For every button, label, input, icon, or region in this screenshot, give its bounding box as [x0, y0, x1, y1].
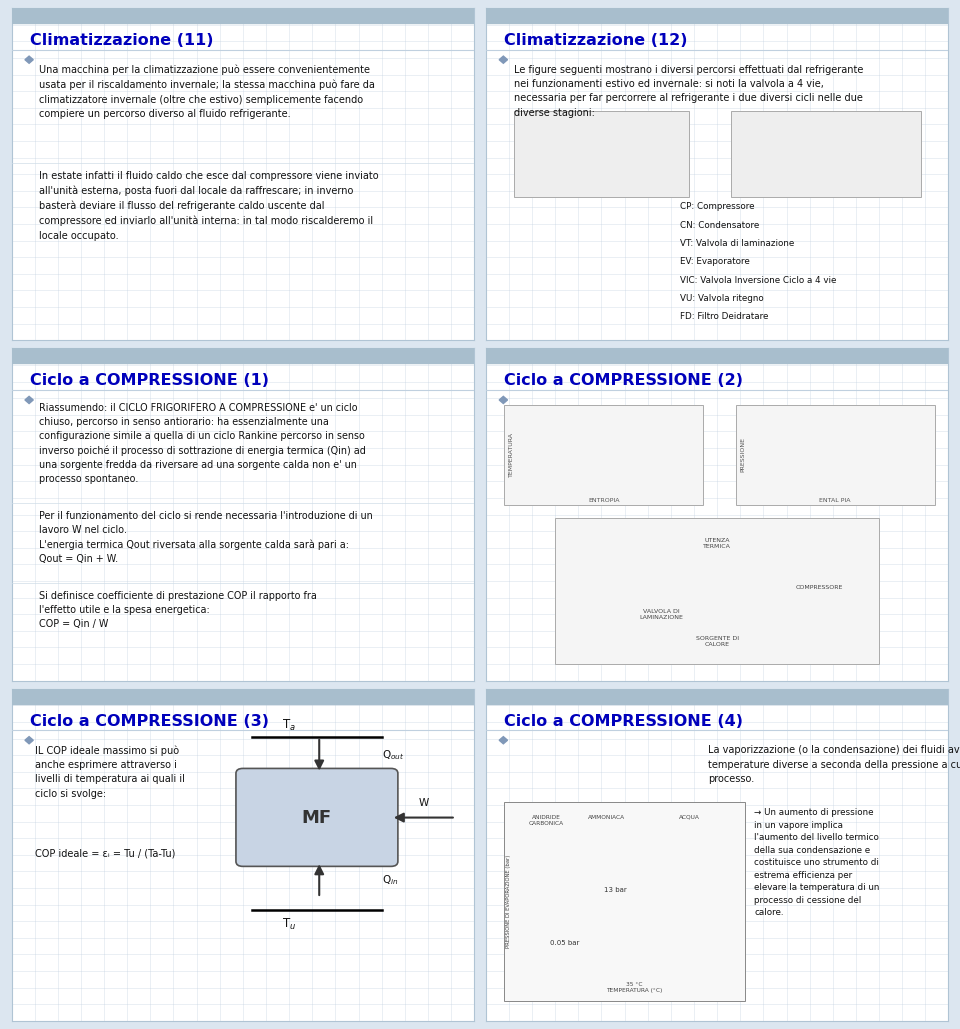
Text: AMMONIACA: AMMONIACA [588, 815, 625, 820]
Bar [731, 111, 921, 198]
Text: VU: Valvola ritegno: VU: Valvola ritegno [680, 293, 764, 303]
Text: CN: Condensatore: CN: Condensatore [680, 221, 759, 229]
Text: Si definisce coefficiente di prestazione COP il rapporto fra
l'effetto utile e l: Si definisce coefficiente di prestazione… [39, 591, 317, 629]
Text: MF: MF [301, 809, 332, 826]
Text: W: W [419, 799, 428, 809]
Text: La vaporizzazione (o la condensazione) dei fluidi avviene a
temperature diverse : La vaporizzazione (o la condensazione) d… [708, 745, 960, 784]
Text: → Un aumento di pressione
in un vapore implica
l'aumento del livello termico
del: → Un aumento di pressione in un vapore i… [755, 808, 879, 917]
Text: Climatizzazione (11): Climatizzazione (11) [30, 33, 213, 48]
Text: PRESSIONE: PRESSIONE [740, 437, 745, 472]
Bar [12, 8, 474, 24]
Polygon shape [499, 57, 508, 63]
Polygon shape [499, 396, 508, 403]
Polygon shape [499, 737, 508, 744]
Text: UTENZA
TERMICA: UTENZA TERMICA [703, 538, 732, 548]
Text: VT: Valvola di laminazione: VT: Valvola di laminazione [680, 239, 794, 248]
Text: Ciclo a COMPRESSIONE (1): Ciclo a COMPRESSIONE (1) [30, 374, 269, 388]
Bar [504, 405, 704, 504]
Polygon shape [25, 396, 34, 403]
Text: ACQUA: ACQUA [679, 815, 700, 820]
Text: VIC: Valvola Inversione Ciclo a 4 vie: VIC: Valvola Inversione Ciclo a 4 vie [680, 276, 836, 284]
Text: ANIDRIDE
CARBONICA: ANIDRIDE CARBONICA [528, 815, 564, 825]
Text: ENTROPIA: ENTROPIA [588, 498, 619, 503]
Text: 13 bar: 13 bar [604, 887, 627, 892]
Text: 35 °C
TEMPERATURA (°C): 35 °C TEMPERATURA (°C) [606, 982, 662, 993]
Bar [514, 111, 689, 198]
Text: Per il funzionamento del ciclo si rende necessaria l'introduzione di un
lavoro W: Per il funzionamento del ciclo si rende … [39, 511, 373, 564]
Text: Climatizzazione (12): Climatizzazione (12) [504, 33, 687, 48]
FancyBboxPatch shape [236, 769, 397, 866]
Text: Q$_{out}$: Q$_{out}$ [382, 748, 404, 762]
Bar [12, 688, 474, 704]
Text: COP ideale = εᵢ = Tu / (Ta-Tu): COP ideale = εᵢ = Tu / (Ta-Tu) [35, 848, 175, 858]
Bar [504, 802, 745, 1001]
Polygon shape [25, 737, 34, 744]
Polygon shape [25, 57, 34, 63]
Text: Q$_{in}$: Q$_{in}$ [382, 873, 398, 887]
Bar [486, 349, 948, 363]
Text: T$_a$: T$_a$ [282, 717, 296, 733]
Text: IL COP ideale massimo si può
anche esprimere attraverso i
livelli di temperatura: IL COP ideale massimo si può anche espri… [35, 745, 184, 799]
Text: SORGENTE DI
CALORE: SORGENTE DI CALORE [696, 636, 738, 647]
Text: Le figure seguenti mostrano i diversi percorsi effettuati dal refrigerante
nei f: Le figure seguenti mostrano i diversi pe… [514, 65, 863, 118]
Bar [486, 8, 948, 24]
Text: CP: Compressore: CP: Compressore [680, 203, 755, 212]
Text: EV: Evaporatore: EV: Evaporatore [680, 257, 750, 267]
Text: Ciclo a COMPRESSIONE (2): Ciclo a COMPRESSIONE (2) [504, 374, 743, 388]
Text: PRESSIONE DI EVAPORAZIONE (bar): PRESSIONE DI EVAPORAZIONE (bar) [506, 854, 512, 948]
Text: VALVOLA DI
LAMINAZIONE: VALVOLA DI LAMINAZIONE [639, 608, 684, 619]
Text: Riassumendo: il CICLO FRIGORIFERO A COMPRESSIONE e' un ciclo
chiuso, percorso in: Riassumendo: il CICLO FRIGORIFERO A COMP… [39, 403, 366, 484]
Bar [735, 405, 935, 504]
Text: Ciclo a COMPRESSIONE (4): Ciclo a COMPRESSIONE (4) [504, 714, 743, 729]
Text: TEMPERATURA: TEMPERATURA [509, 432, 514, 477]
Text: FD: Filtro Deidratare: FD: Filtro Deidratare [680, 312, 768, 321]
Bar [486, 688, 948, 704]
Bar [555, 518, 879, 664]
Text: Una macchina per la climatizzazione può essere convenientemente
usata per il ris: Una macchina per la climatizzazione può … [39, 65, 375, 119]
Text: ENTAL PIA: ENTAL PIA [820, 498, 851, 503]
Text: 0.05 bar: 0.05 bar [550, 939, 579, 946]
Bar [12, 349, 474, 363]
Text: T$_u$: T$_u$ [282, 917, 297, 932]
Text: Ciclo a COMPRESSIONE (3): Ciclo a COMPRESSIONE (3) [30, 714, 269, 729]
Text: COMPRESSORE: COMPRESSORE [795, 586, 843, 590]
Text: In estate infatti il fluido caldo che esce dal compressore viene inviato
all'uni: In estate infatti il fluido caldo che es… [39, 171, 379, 241]
